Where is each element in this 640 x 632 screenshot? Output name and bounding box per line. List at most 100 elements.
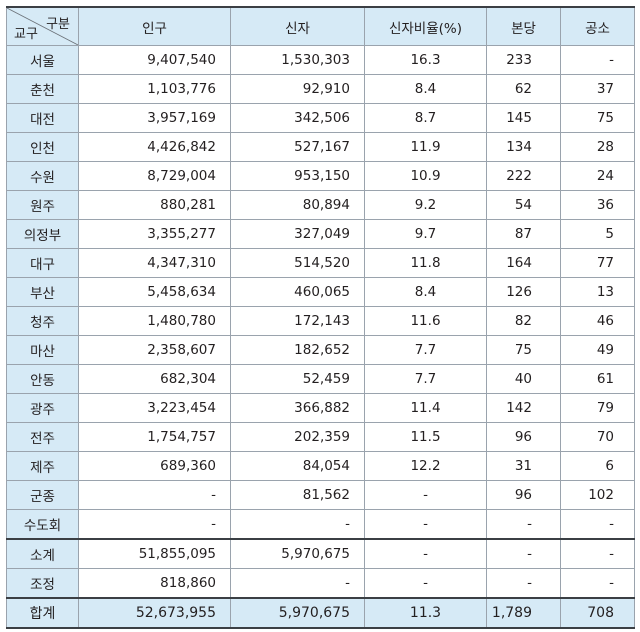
believers-cell: 460,065: [230, 277, 365, 307]
row-label-cell: 광주: [6, 393, 79, 423]
missions-cell: 28: [560, 132, 635, 162]
parishes-cell: -: [486, 568, 561, 599]
row-label-cell: 의정부: [6, 219, 79, 249]
population-cell: 5,458,634: [78, 277, 231, 307]
statistics-table-container: 구분 교구 인구 신자 신자비율(%) 본당 공소 서울 9,407,540 1,5…: [6, 6, 635, 629]
population-cell: 818,860: [78, 568, 231, 599]
believers-cell: 182,652: [230, 335, 365, 365]
row-label-cell: 제주: [6, 451, 79, 481]
column-header-population: 인구: [78, 6, 231, 46]
missions-cell: 36: [560, 190, 635, 220]
population-cell: -: [78, 509, 231, 540]
population-cell: 9,407,540: [78, 45, 231, 75]
ratio-cell: 7.7: [364, 364, 487, 394]
ratio-cell: 12.2: [364, 451, 487, 481]
population-cell: 689,360: [78, 451, 231, 481]
corner-header-cell: 구분 교구: [6, 6, 79, 46]
row-label-cell: 수도회: [6, 509, 79, 540]
missions-cell: 102: [560, 480, 635, 510]
population-cell: 1,103,776: [78, 74, 231, 104]
ratio-cell: 11.4: [364, 393, 487, 423]
ratio-cell: -: [364, 538, 487, 569]
row-label-cell: 군종: [6, 480, 79, 510]
missions-cell: 49: [560, 335, 635, 365]
row-label-cell: 안동: [6, 364, 79, 394]
missions-cell: 5: [560, 219, 635, 249]
missions-cell: 75: [560, 103, 635, 133]
believers-cell: 366,882: [230, 393, 365, 423]
missions-cell: 79: [560, 393, 635, 423]
believers-cell: 514,520: [230, 248, 365, 278]
population-cell: -: [78, 480, 231, 510]
parishes-cell: 233: [486, 45, 561, 75]
ratio-cell: 8.7: [364, 103, 487, 133]
row-label-cell: 전주: [6, 422, 79, 452]
believers-cell: 342,506: [230, 103, 365, 133]
parishes-cell: 75: [486, 335, 561, 365]
row-label-cell: 청주: [6, 306, 79, 336]
population-cell: 3,223,454: [78, 393, 231, 423]
ratio-cell: 11.9: [364, 132, 487, 162]
missions-cell: 24: [560, 161, 635, 191]
row-label-cell: 춘천: [6, 74, 79, 104]
population-cell: 51,855,095: [78, 538, 231, 569]
table-row: 제주 689,360 84,054 12.2 31 6: [6, 451, 635, 481]
believers-cell: 202,359: [230, 422, 365, 452]
parishes-cell: 62: [486, 74, 561, 104]
column-header-parishes: 본당: [486, 6, 561, 46]
header-row: 구분 교구 인구 신자 신자비율(%) 본당 공소: [6, 6, 635, 46]
missions-cell: 6: [560, 451, 635, 481]
table-row: 대구 4,347,310 514,520 11.8 164 77: [6, 248, 635, 278]
believers-cell: 327,049: [230, 219, 365, 249]
row-label-cell: 수원: [6, 161, 79, 191]
missions-cell: 77: [560, 248, 635, 278]
row-label-cell: 대전: [6, 103, 79, 133]
parishes-cell: 40: [486, 364, 561, 394]
ratio-cell: 10.9: [364, 161, 487, 191]
missions-cell: -: [560, 568, 635, 599]
table-row: 광주 3,223,454 366,882 11.4 142 79: [6, 393, 635, 423]
missions-cell: -: [560, 538, 635, 569]
statistics-table: 구분 교구 인구 신자 신자비율(%) 본당 공소 서울 9,407,540 1,5…: [6, 6, 635, 629]
population-cell: 3,957,169: [78, 103, 231, 133]
believers-cell: 5,970,675: [230, 538, 365, 569]
missions-cell: 61: [560, 364, 635, 394]
ratio-cell: 9.2: [364, 190, 487, 220]
row-label-cell: 대구: [6, 248, 79, 278]
table-row: 수도회 - - - - -: [6, 509, 635, 540]
parishes-cell: 134: [486, 132, 561, 162]
believers-cell: 84,054: [230, 451, 365, 481]
total-row: 합계 52,673,955 5,970,675 11.3 1,789 708: [6, 597, 635, 629]
ratio-cell: -: [364, 509, 487, 540]
table-body: 서울 9,407,540 1,530,303 16.3 233- 춘천 1,103,776 9…: [6, 45, 635, 629]
parishes-cell: -: [486, 509, 561, 540]
row-label-cell: 마산: [6, 335, 79, 365]
row-label-cell: 부산: [6, 277, 79, 307]
parishes-cell: 222: [486, 161, 561, 191]
adjustment-row: 조정 818,860- - - -: [6, 568, 635, 599]
table-row: 대전 3,957,169 342,506 8.7 145 75: [6, 103, 635, 133]
ratio-cell: 11.6: [364, 306, 487, 336]
missions-cell: 46: [560, 306, 635, 336]
diagonal-divider: [7, 8, 78, 45]
missions-cell: 37: [560, 74, 635, 104]
believers-cell: -: [230, 568, 365, 599]
table-row: 부산 5,458,634 460,065 8.4 126 13: [6, 277, 635, 307]
population-cell: 3,355,277: [78, 219, 231, 249]
population-cell: 4,347,310: [78, 248, 231, 278]
row-label-cell: 소계: [6, 538, 79, 569]
table-row: 마산 2,358,607 182,652 7.7 75 49: [6, 335, 635, 365]
ratio-cell: 11.3: [364, 597, 487, 629]
believers-cell: 172,143: [230, 306, 365, 336]
missions-cell: 13: [560, 277, 635, 307]
table-row: 의정부 3,355,277 327,049 9.7 87 5: [6, 219, 635, 249]
population-cell: 1,754,757: [78, 422, 231, 452]
row-label-cell: 조정: [6, 568, 79, 599]
ratio-cell: -: [364, 568, 487, 599]
believers-cell: 52,459: [230, 364, 365, 394]
table-row: 전주 1,754,757 202,359 11.5 96 70: [6, 422, 635, 452]
subtotal-row: 소계 51,855,095 5,970,675- - -: [6, 538, 635, 569]
corner-header-row-label: 교구: [14, 27, 38, 42]
parishes-cell: 96: [486, 422, 561, 452]
ratio-cell: 8.4: [364, 74, 487, 104]
